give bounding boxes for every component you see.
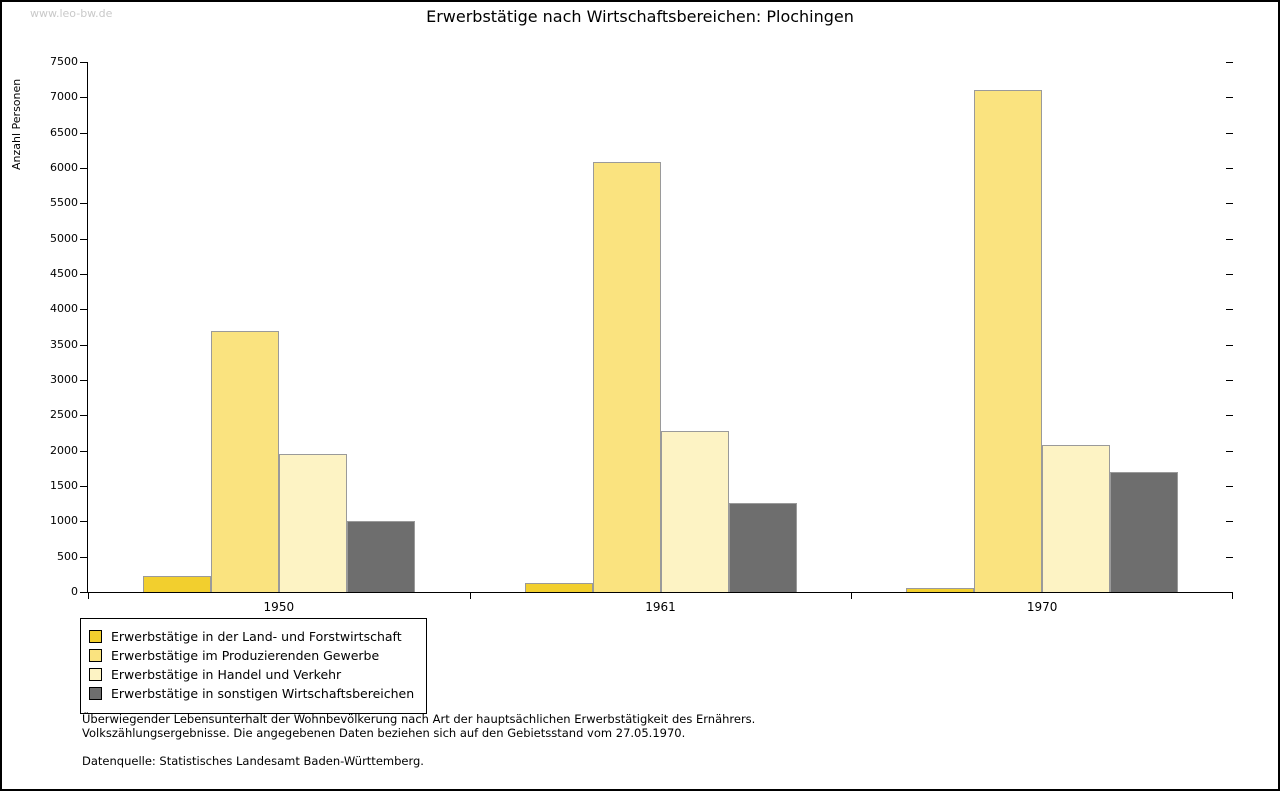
y-tick-mark-right: [1226, 521, 1233, 523]
legend-swatch-icon: [89, 649, 102, 662]
x-category-label: 1961: [645, 600, 676, 614]
y-tick-mark-right: [1226, 450, 1233, 452]
y-tick-mark-left: [80, 344, 87, 346]
x-tick-mark: [88, 593, 89, 599]
bar-series2-1970: [974, 90, 1042, 592]
watermark: www.leo-bw.de: [30, 7, 113, 20]
x-category-label: 1970: [1026, 600, 1058, 614]
x-tick-mark: [851, 593, 852, 599]
x-tick-mark: [470, 593, 471, 599]
y-tick-mark-right: [1226, 309, 1233, 311]
y-tick-mark-left: [80, 97, 87, 99]
y-tick-label: 4000: [50, 302, 78, 316]
data-source: Datenquelle: Statistisches Landesamt Bad…: [82, 754, 424, 769]
y-tick-mark-right: [1226, 203, 1233, 205]
y-tick-mark-left: [80, 274, 87, 275]
bar-series2-1950: [211, 331, 279, 592]
legend-swatch-icon: [89, 630, 102, 643]
footnote-line-1: Überwiegender Lebensunterhalt der Wohnbe…: [82, 712, 756, 726]
chart-title: Erwerbstätige nach Wirtschaftsbereichen:…: [426, 7, 854, 26]
y-tick-label: 1000: [50, 514, 78, 528]
y-tick-mark-left: [80, 521, 87, 523]
y-tick-label: 6000: [50, 161, 78, 174]
y-tick-label: 500: [57, 549, 78, 563]
x-tick-mark: [1232, 593, 1233, 599]
bar-series1-1961: [525, 583, 593, 592]
y-tick-mark-left: [80, 486, 87, 487]
legend-label: Erwerbstätige im Produzierenden Gewerbe: [111, 648, 380, 663]
bar-series1-1970: [906, 588, 974, 592]
legend-rows: Erwerbstätige in der Land- und Forstwirt…: [89, 629, 414, 701]
y-tick-mark-right: [1226, 415, 1233, 417]
y-tick-mark-right: [1226, 168, 1233, 169]
x-category-label: 1950: [263, 600, 295, 614]
bar-series3-1970: [1042, 445, 1110, 592]
y-tick-mark-right: [1226, 132, 1233, 134]
legend-item: Erwerbstätige in der Land- und Forstwirt…: [89, 629, 414, 644]
y-tick-mark-left: [80, 168, 87, 169]
y-tick-label: 0: [71, 585, 78, 598]
y-tick-mark-right: [1226, 62, 1233, 63]
y-tick-label: 4500: [50, 267, 78, 280]
footnote-line-2: Volkszählungsergebnisse. Die angegebenen…: [82, 726, 686, 741]
y-tick-mark-left: [80, 415, 87, 417]
y-tick-label: 5500: [50, 196, 78, 210]
y-tick-mark-right: [1226, 380, 1233, 381]
y-tick-mark-left: [80, 592, 87, 593]
legend-item: Erwerbstätige in Handel und Verkehr: [89, 667, 414, 682]
bar-series2-1961: [593, 162, 661, 592]
y-tick-mark-left: [80, 380, 87, 381]
y-tick-mark-right: [1226, 556, 1233, 558]
bar-series3-1950: [279, 454, 347, 592]
y-tick-mark-right: [1226, 274, 1233, 275]
bar-series4-1970: [1110, 472, 1178, 592]
legend-label: Erwerbstätige in Handel und Verkehr: [111, 667, 342, 682]
y-tick-label: 6500: [50, 125, 78, 139]
y-tick-mark-left: [80, 238, 87, 240]
y-tick-mark-left: [80, 556, 87, 558]
bar-series4-1961: [729, 503, 797, 592]
bar-series1-1950: [143, 576, 211, 592]
y-tick-mark-left: [80, 132, 87, 134]
legend-swatch-icon: [89, 687, 102, 700]
y-tick-mark-left: [80, 62, 87, 63]
legend-label: Erwerbstätige in sonstigen Wirtschaftsbe…: [111, 686, 415, 701]
y-axis-label: Anzahl Personen: [10, 78, 23, 170]
y-tick-mark-left: [80, 450, 87, 452]
y-tick-label: 2000: [50, 443, 78, 457]
legend-label: Erwerbstätige in der Land- und Forstwirt…: [111, 629, 402, 644]
y-tick-label: 3500: [50, 337, 78, 351]
footnotes: Überwiegender Lebensunterhalt der Wohnbe…: [82, 712, 755, 768]
legend-swatch-icon: [89, 668, 102, 681]
y-tick-label: 7500: [50, 55, 78, 68]
y-tick-label: 5000: [50, 231, 78, 245]
y-tick-mark-left: [80, 309, 87, 311]
y-tick-mark-right: [1226, 97, 1233, 99]
x-tick-row: [88, 593, 1233, 599]
legend: Erwerbstätige in der Land- und Forstwirt…: [80, 618, 428, 714]
bar-series4-1950: [347, 521, 415, 592]
y-tick-label: 2500: [50, 408, 78, 422]
y-tick-label: 7000: [50, 90, 78, 104]
y-tick-label: 3000: [50, 373, 78, 386]
y-tick-mark-right: [1226, 592, 1233, 593]
y-tick-mark-right: [1226, 486, 1233, 487]
y-tick-mark-right: [1226, 238, 1233, 240]
legend-item: Erwerbstätige in sonstigen Wirtschaftsbe…: [89, 686, 414, 701]
y-tick-label: 1500: [50, 479, 78, 492]
bar-series3-1961: [661, 431, 729, 592]
legend-item: Erwerbstätige im Produzierenden Gewerbe: [89, 648, 414, 663]
y-tick-mark-right: [1226, 344, 1233, 346]
y-tick-mark-left: [80, 203, 87, 205]
plot-area: 0 500 1000 1500 2000 2500 3000 3500 4000 4500 5000…: [50, 55, 1233, 614]
